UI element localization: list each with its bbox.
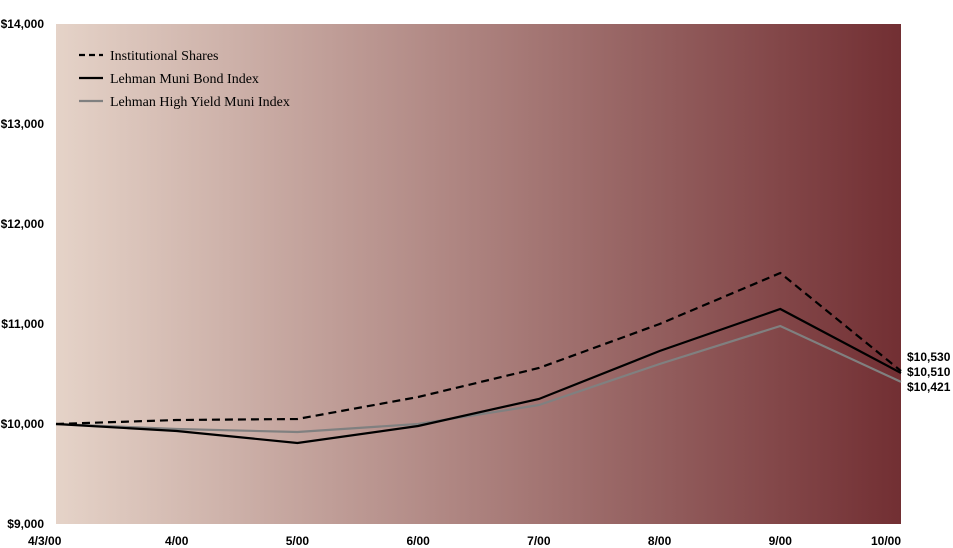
x-tick-label: 8/00 <box>648 534 672 548</box>
legend-label: Institutional Shares <box>110 49 219 64</box>
legend: Institutional Shares Lehman Muni Bond Ind… <box>79 49 290 110</box>
x-tick-label: 6/00 <box>406 534 430 548</box>
series-line-2 <box>55 307 902 445</box>
y-tick-label: $10,000 <box>1 417 45 431</box>
x-tick-label: 10/00 <box>871 534 901 548</box>
x-tick-label: 9/00 <box>769 534 793 548</box>
legend-label: Lehman High Yield Muni Index <box>110 95 290 110</box>
y-tick-label: $9,000 <box>7 517 44 531</box>
x-tick-label: 4/3/00 <box>28 534 62 548</box>
y-tick-label: $11,000 <box>1 317 44 331</box>
y-tick-label: $14,000 <box>1 17 45 31</box>
y-tick-label: $13,000 <box>1 117 45 131</box>
end-value-label: $10,421 <box>907 380 951 394</box>
series-line-3 <box>55 324 902 434</box>
x-tick-label: 5/00 <box>286 534 310 548</box>
y-tick-label: $12,000 <box>1 217 45 231</box>
plot-area <box>56 24 901 524</box>
legend-label: Lehman Muni Bond Index <box>110 72 259 87</box>
x-tick-label: 4/00 <box>165 534 189 548</box>
end-value-label: $10,510 <box>907 365 951 379</box>
end-value-label: $10,530 <box>907 350 951 364</box>
x-tick-label: 7/00 <box>527 534 551 548</box>
